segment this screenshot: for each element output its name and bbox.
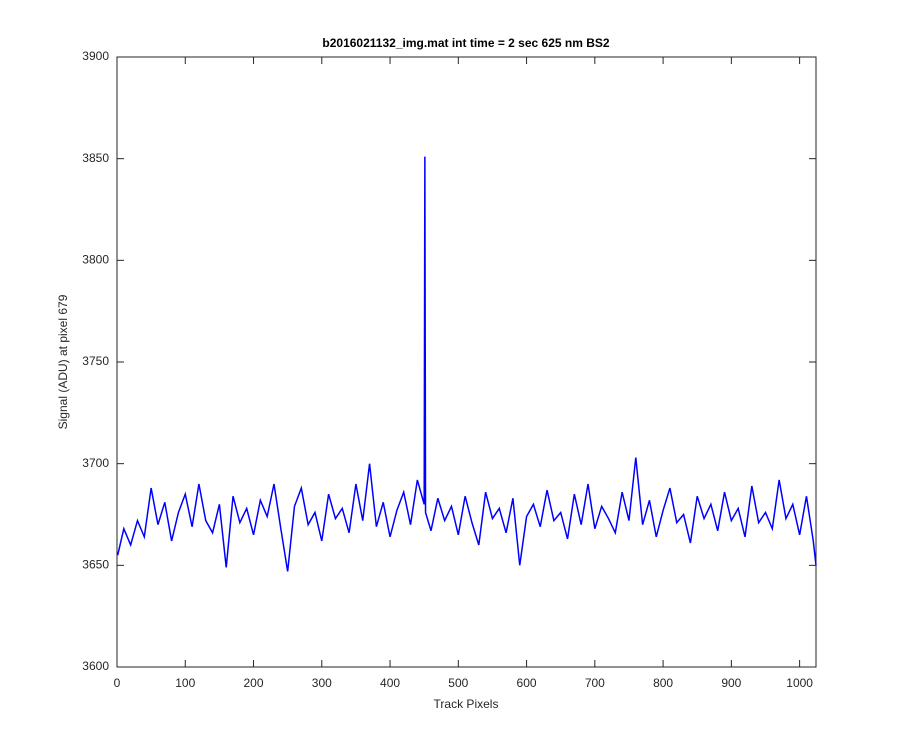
x-tick-label: 300	[312, 676, 332, 690]
x-axis-label: Track Pixels	[434, 697, 499, 711]
x-tick-label: 400	[380, 676, 400, 690]
x-tick-label: 0	[114, 676, 121, 690]
x-tick-label: 500	[448, 676, 468, 690]
y-tick-label: 3900	[82, 49, 109, 63]
y-tick-label: 3650	[82, 558, 109, 572]
data-line	[116, 156, 817, 572]
x-tick-label: 900	[721, 676, 741, 690]
y-tick-label: 3850	[82, 151, 109, 165]
y-tick-label: 3750	[82, 354, 109, 368]
y-axis-label: Signal (ADU) at pixel 679	[56, 294, 70, 429]
x-tick-label: 200	[244, 676, 264, 690]
x-tick-label: 600	[517, 676, 537, 690]
x-tick-label: 800	[653, 676, 673, 690]
x-tick-label: 700	[585, 676, 605, 690]
chart-title: b2016021132_img.mat int time = 2 sec 625…	[322, 36, 609, 50]
y-tick-label: 3800	[82, 253, 109, 267]
x-tick-label: 1000	[786, 676, 813, 690]
y-tick-label: 3600	[82, 659, 109, 673]
x-tick-label: 100	[175, 676, 195, 690]
y-tick-label: 3700	[82, 456, 109, 470]
